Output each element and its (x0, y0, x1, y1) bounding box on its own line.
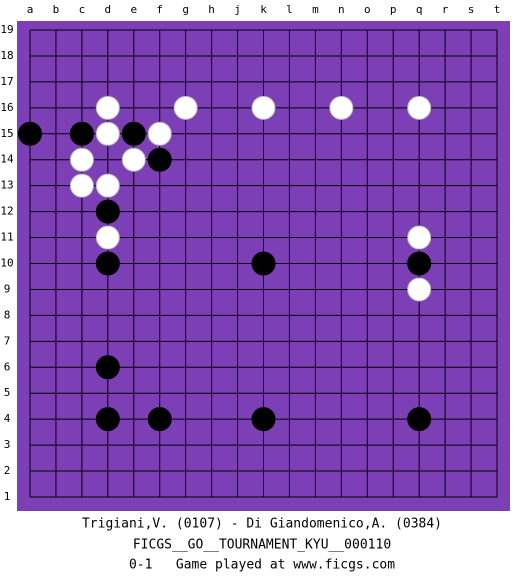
event: FICGS__GO__TOURNAMENT_KYU__000110 (133, 538, 391, 553)
row-label: 15 (0, 127, 13, 140)
row-label: 8 (4, 308, 11, 321)
column-label: q (416, 3, 423, 16)
row-label: 5 (4, 386, 11, 399)
row-label: 2 (4, 464, 11, 477)
column-label: j (234, 3, 241, 16)
black-stone (95, 355, 120, 380)
white-stone (173, 95, 198, 120)
row-label: 7 (4, 334, 11, 347)
black-stone (121, 121, 146, 146)
white-stone (69, 147, 94, 172)
white-stone (121, 147, 146, 172)
row-label: 4 (4, 412, 11, 425)
black-stone (407, 251, 432, 276)
column-label: t (494, 3, 501, 16)
column-label: m (312, 3, 319, 16)
players: Trigiani,V. (0107) - Di Giandomenico,A. … (82, 517, 442, 532)
black-stone (251, 407, 276, 432)
column-label: s (468, 3, 475, 16)
column-label: g (182, 3, 189, 16)
row-label: 12 (0, 205, 13, 218)
black-stone (18, 121, 42, 146)
black-stone (407, 407, 432, 432)
white-stone (95, 121, 120, 146)
column-label: f (156, 3, 163, 16)
black-stone (95, 199, 120, 224)
column-label: o (364, 3, 371, 16)
column-label: l (286, 3, 293, 16)
row-label: 16 (0, 101, 13, 114)
white-stone (407, 225, 432, 250)
white-stone (69, 173, 94, 198)
row-label: 1 (4, 490, 11, 503)
column-label: k (260, 3, 267, 16)
column-label: r (442, 3, 449, 16)
black-stone (147, 147, 172, 172)
column-label: n (338, 3, 345, 16)
column-label: h (208, 3, 215, 16)
row-label: 11 (0, 231, 13, 244)
white-stone (251, 95, 276, 120)
column-label: e (130, 3, 137, 16)
row-label: 19 (0, 23, 13, 36)
white-stone (407, 95, 432, 120)
row-label: 17 (0, 75, 13, 88)
row-label: 18 (0, 49, 13, 62)
black-stone (95, 251, 120, 276)
black-stone (69, 121, 94, 146)
column-label: c (79, 3, 86, 16)
column-label: p (390, 3, 397, 16)
row-label: 10 (0, 257, 13, 270)
black-stone (147, 407, 172, 432)
white-stone (407, 277, 432, 302)
white-stone (329, 95, 354, 120)
row-label: 13 (0, 179, 13, 192)
row-label: 14 (0, 153, 14, 166)
row-label: 9 (4, 282, 11, 295)
white-stone (147, 121, 172, 146)
column-label: d (105, 3, 112, 16)
row-label: 3 (4, 438, 11, 451)
row-label: 6 (4, 360, 11, 373)
black-stone (95, 407, 120, 432)
white-stone (95, 95, 120, 120)
white-stone (95, 173, 120, 198)
column-label: b (53, 3, 60, 16)
result: 0-1 Game played at www.ficgs.com (129, 558, 395, 573)
column-label: a (27, 3, 34, 16)
white-stone (95, 225, 120, 250)
black-stone (251, 251, 276, 276)
